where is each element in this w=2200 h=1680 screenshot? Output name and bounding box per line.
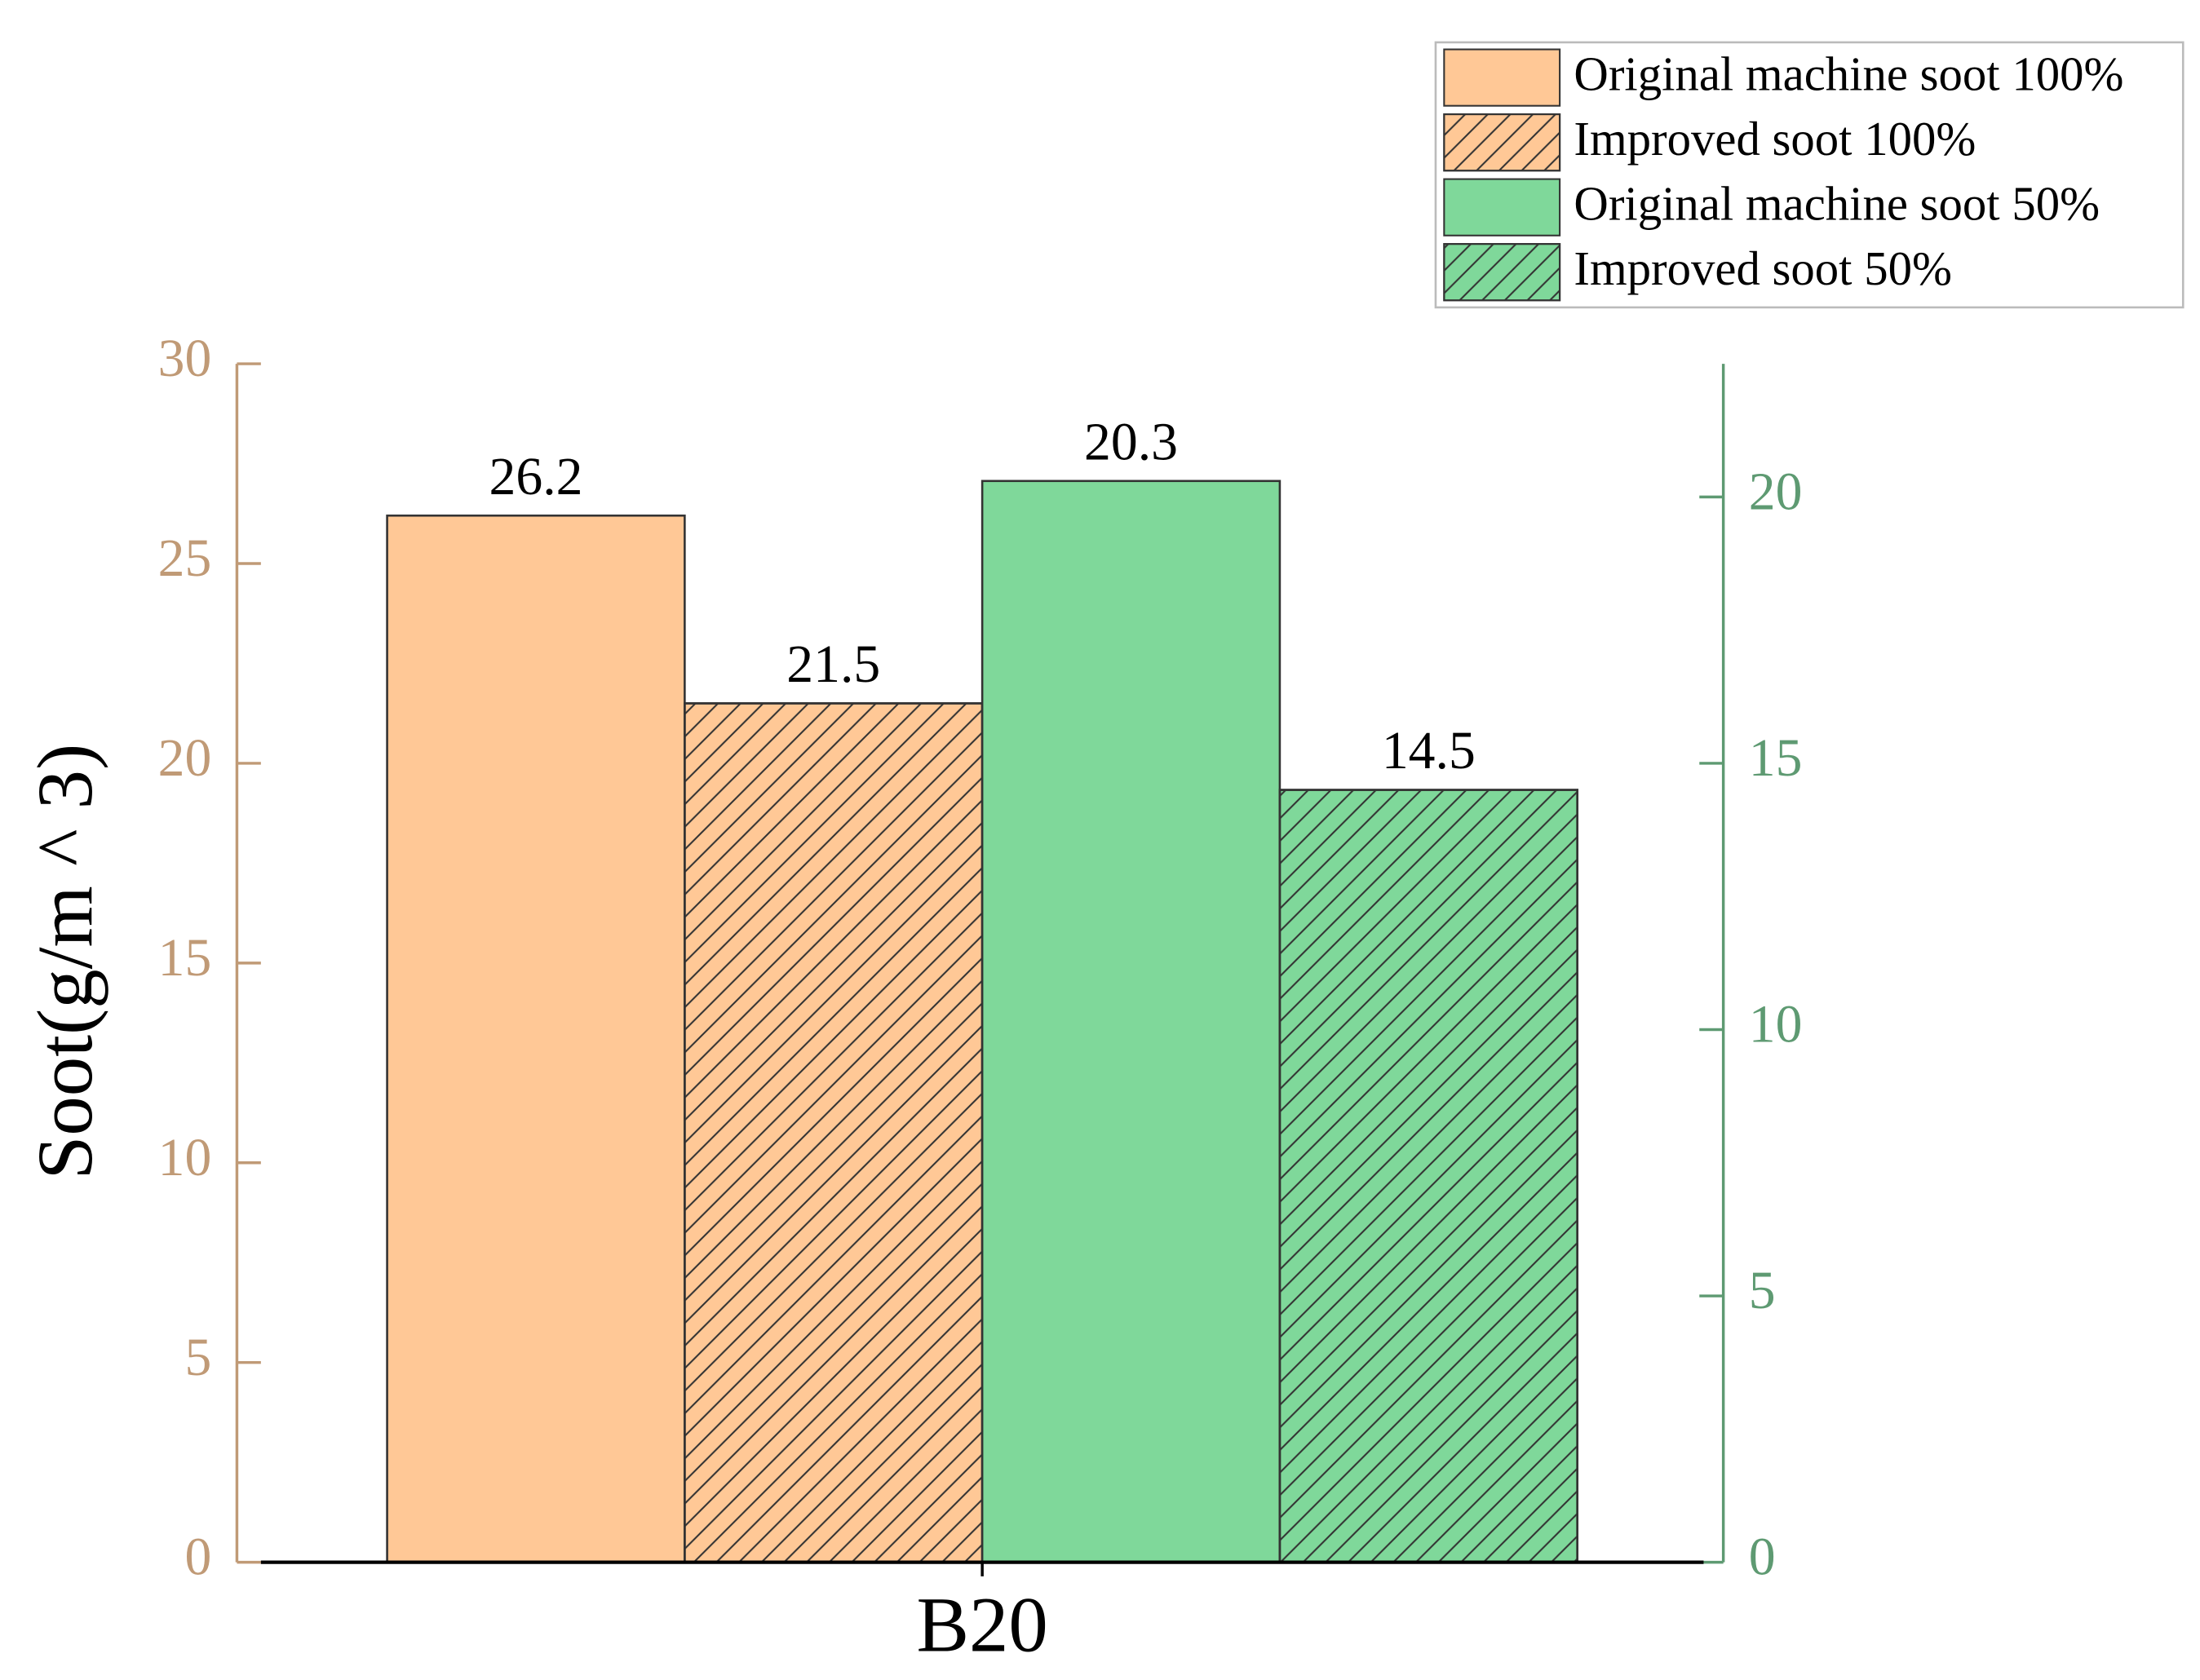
y-tick-label: 10 [158,1128,212,1187]
y2-tick-label: 5 [1749,1261,1776,1320]
y2-tick-label: 15 [1749,728,1803,788]
legend-label: Improved soot 100% [1574,113,1976,166]
y2-tick-label: 0 [1749,1527,1776,1587]
y2-tick-label: 10 [1749,995,1803,1054]
bar [386,514,686,1563]
y-tick-label: 0 [184,1527,211,1587]
value-label: 21.5 [786,634,880,694]
legend-label: Improved soot 50% [1574,242,1952,295]
x-tick-label: B20 [916,1581,1047,1668]
legend-label: Original machine soot 100% [1574,47,2123,100]
legend-swatch [1443,178,1561,237]
y-tick-label: 30 [158,329,212,388]
y2-tick-label: 20 [1749,462,1803,521]
legend-swatch-hatch [1443,243,1561,302]
value-label: 20.3 [1084,412,1178,471]
y-tick-label: 25 [158,528,212,588]
y-tick-label: 5 [184,1328,211,1387]
bar-hatch [1278,789,1578,1563]
legend-swatch [1443,48,1561,107]
bar-hatch [684,702,984,1563]
value-label: 26.2 [489,447,583,506]
bar [980,480,1281,1563]
legend-label: Original machine soot 50% [1574,177,2100,230]
y-axis-label: Soot(g/m ^ 3) [21,744,108,1180]
y-tick-label: 20 [158,728,212,788]
value-label: 14.5 [1382,721,1476,780]
y-tick-label: 15 [158,928,212,988]
legend-swatch-hatch [1443,113,1561,172]
